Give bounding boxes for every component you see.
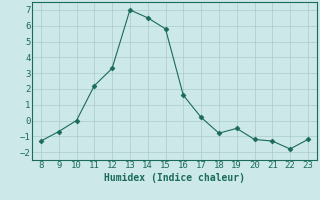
X-axis label: Humidex (Indice chaleur): Humidex (Indice chaleur)	[104, 173, 245, 183]
